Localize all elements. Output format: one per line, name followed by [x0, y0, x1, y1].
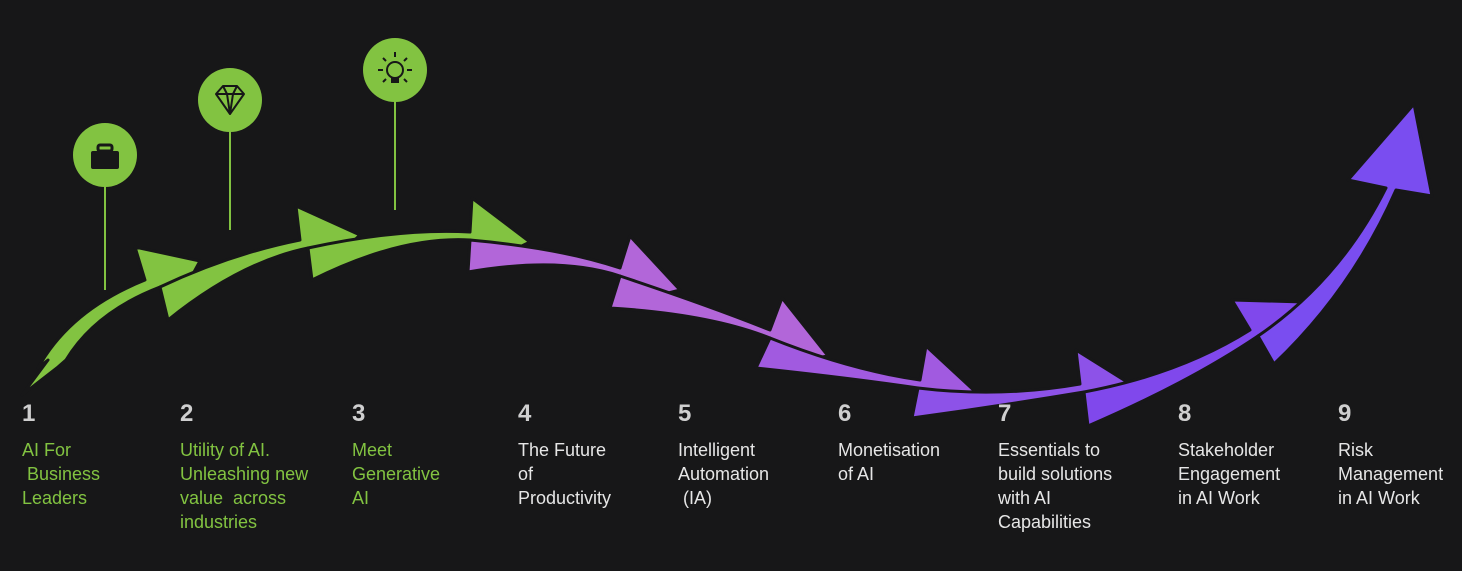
- step-number-7: 7: [998, 400, 1011, 428]
- step-title-8: Stakeholder Engagement in AI Work: [1178, 438, 1280, 510]
- diamond-icon: [198, 68, 262, 132]
- step-title-3: Meet Generative AI: [352, 438, 440, 510]
- step-number-2: 2: [180, 400, 193, 428]
- step-number-5: 5: [678, 400, 691, 428]
- lightbulb-icon: [363, 38, 427, 102]
- step-title-1: AI For Business Leaders: [22, 438, 100, 510]
- flow-arrow-1: [22, 247, 200, 395]
- step-number-1: 1: [22, 400, 35, 428]
- flow-arrow-9: [1258, 104, 1432, 364]
- step-title-9: Risk Management in AI Work: [1338, 438, 1443, 510]
- step-number-6: 6: [838, 400, 851, 428]
- step-title-2: Utility of AI. Unleashing new value acro…: [180, 438, 308, 534]
- step-number-3: 3: [352, 400, 365, 428]
- flow-arrow-8: [1084, 300, 1304, 426]
- infographic-root: 1 AI For Business Leaders 2 Utility of AI. …: [0, 0, 1462, 571]
- step-title-5: Intelligent Automation (IA): [678, 438, 769, 510]
- step-number-4: 4: [518, 400, 531, 428]
- briefcase-icon: [73, 123, 137, 187]
- step-title-4: The Future of Productivity: [518, 438, 611, 510]
- step-title-6: Monetisation of AI: [838, 438, 940, 486]
- step-number-8: 8: [1178, 400, 1191, 428]
- step-number-9: 9: [1338, 400, 1351, 428]
- step-title-7: Essentials to build solutions with AI Ca…: [998, 438, 1112, 534]
